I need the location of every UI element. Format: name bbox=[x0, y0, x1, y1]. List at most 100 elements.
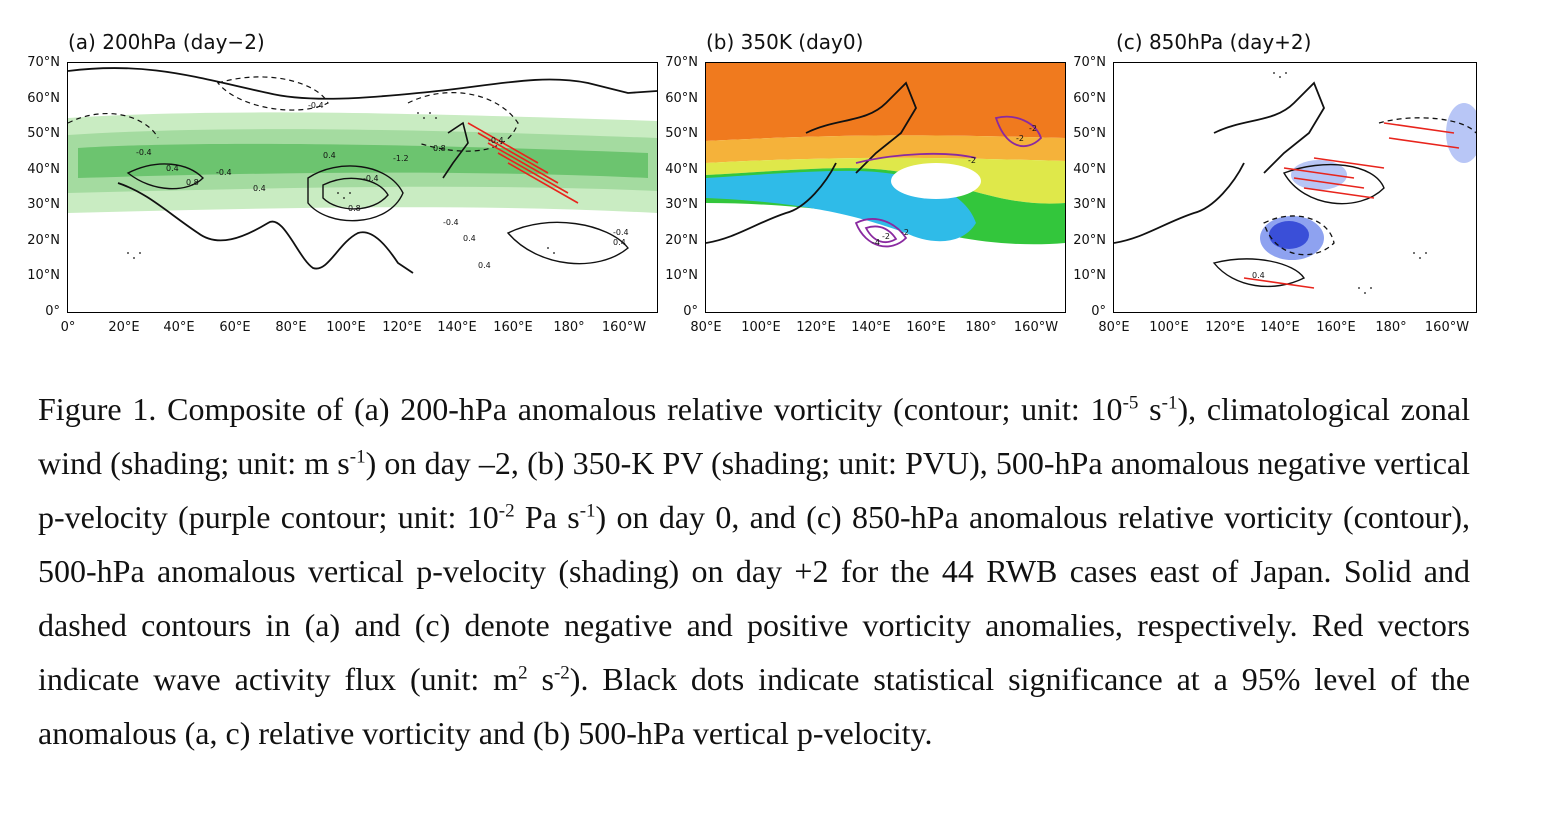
ytick-b-40N: 40°N bbox=[665, 162, 698, 177]
ytick-a-60N: 60°N bbox=[27, 91, 60, 106]
contour-label-a-4: -0.4 bbox=[216, 168, 232, 177]
vort-contour-6 bbox=[68, 113, 159, 139]
contour-label-a-14: 0.4 bbox=[613, 238, 626, 247]
contour-label-a-11: 0.8 bbox=[433, 144, 446, 153]
xtick-a-0: 0° bbox=[60, 320, 76, 335]
contour-label-a-3: -0.4 bbox=[136, 148, 152, 157]
contour-label-a-5: 0.8 bbox=[186, 178, 199, 187]
contour-label-c-1: 0.4 bbox=[1252, 271, 1265, 280]
contour-label-b-3: -2 bbox=[968, 156, 976, 165]
caption-part-1: Figure 1. Composite of (a) 200-hPa anoma… bbox=[38, 391, 1123, 427]
xtick-b-140E: 140°E bbox=[851, 320, 891, 335]
xtick-b-160E: 160°E bbox=[906, 320, 946, 335]
ytick-c-70N: 70°N bbox=[1073, 55, 1106, 70]
xtick-a-120E: 120°E bbox=[382, 320, 422, 335]
contour-label-b-1: -2 bbox=[1029, 124, 1037, 133]
contour-label-b-6: -2 bbox=[882, 232, 890, 241]
caption-sup-3: -1 bbox=[349, 446, 366, 468]
contour-label-b-5: -4 bbox=[872, 238, 880, 247]
omega-contour-b-3 bbox=[855, 152, 977, 164]
ytick-b-30N: 30°N bbox=[665, 197, 698, 212]
wave-flux-vectors-c bbox=[1243, 122, 1460, 289]
vort-contour-5 bbox=[506, 221, 629, 265]
xtick-c-80E: 80°E bbox=[1098, 320, 1130, 335]
significance-dots-a bbox=[127, 112, 555, 259]
panel-c-plot: 0.4 bbox=[1114, 63, 1476, 312]
xtick-a-180: 180° bbox=[553, 320, 585, 335]
caption-sup-5: -1 bbox=[579, 500, 596, 522]
xtick-b-100E: 100°E bbox=[741, 320, 781, 335]
xtick-a-160W: 160°W bbox=[601, 320, 647, 335]
vort-contour-2 bbox=[307, 165, 404, 222]
contour-label-a-8: 0.4 bbox=[323, 151, 336, 160]
panel-b-map: -2 -2 -2 -2 -4 -2 bbox=[705, 62, 1066, 313]
ytick-a-10N: 10°N bbox=[27, 268, 60, 283]
contour-label-a-2: 0.4 bbox=[166, 164, 179, 173]
coastline-japan bbox=[442, 121, 469, 179]
ytick-c-50N: 50°N bbox=[1073, 126, 1106, 141]
panel-c-title: (c) 850hPa (day+2) bbox=[1116, 30, 1312, 54]
contour-label-a-15: -0.4 bbox=[443, 218, 459, 227]
pv-white-core bbox=[891, 163, 981, 199]
ytick-b-60N: 60°N bbox=[665, 91, 698, 106]
contour-label-b-4: -2 bbox=[901, 228, 909, 237]
omega-contour-b-1 bbox=[854, 218, 908, 248]
xtick-a-80E: 80°E bbox=[275, 320, 307, 335]
contour-label-a-1: -0.4 bbox=[308, 101, 324, 110]
vort-contour-7 bbox=[407, 92, 519, 152]
caption-part-2: s bbox=[1138, 391, 1162, 427]
vort-contour-c-1 bbox=[1282, 163, 1385, 205]
ytick-c-0: 0° bbox=[1091, 304, 1106, 319]
vort-contour-3 bbox=[322, 177, 389, 210]
xtick-c-180: 180° bbox=[1375, 320, 1407, 335]
pv-orange bbox=[706, 63, 1065, 141]
coastline-south bbox=[117, 182, 414, 274]
caption-part-6: ) on day 0, and (c) 850-hPa anomalous re… bbox=[38, 499, 1471, 697]
contour-label-a-13: -0.4 bbox=[613, 228, 629, 237]
ytick-a-20N: 20°N bbox=[27, 233, 60, 248]
contour-labels-a: -0.4 0.4 -0.4 -0.4 0.8 0.4 -0.4 0.4 0.8 … bbox=[136, 101, 629, 270]
vort-contour-c-3 bbox=[1212, 258, 1306, 288]
significance-dots-c bbox=[1273, 72, 1427, 294]
ytick-a-30N: 30°N bbox=[27, 197, 60, 212]
ytick-c-30N: 30°N bbox=[1073, 197, 1106, 212]
caption-part-5: Pa s bbox=[514, 499, 580, 535]
contour-label-a-16: 0.4 bbox=[463, 234, 476, 243]
panel-c-map: 0.4 bbox=[1113, 62, 1477, 313]
xtick-b-120E: 120°E bbox=[796, 320, 836, 335]
vort-contour-c-2 bbox=[1263, 215, 1335, 256]
vort-contour-1 bbox=[126, 163, 204, 190]
coastline-north bbox=[68, 67, 657, 100]
contour-label-a-10: -1.2 bbox=[393, 154, 409, 163]
xtick-a-60E: 60°E bbox=[219, 320, 251, 335]
xtick-b-180: 180° bbox=[965, 320, 997, 335]
ytick-b-50N: 50°N bbox=[665, 126, 698, 141]
xtick-c-160E: 160°E bbox=[1316, 320, 1356, 335]
xtick-a-140E: 140°E bbox=[437, 320, 477, 335]
ytick-b-70N: 70°N bbox=[665, 55, 698, 70]
caption-sup-4: -2 bbox=[498, 500, 515, 522]
caption-sup-2: -1 bbox=[1161, 392, 1178, 414]
contour-label-a-7: -0.4 bbox=[363, 174, 379, 183]
omega-shading-c-2 bbox=[1269, 221, 1309, 249]
caption-part-7: s bbox=[527, 661, 554, 697]
ytick-b-20N: 20°N bbox=[665, 233, 698, 248]
coastline-c-japan bbox=[1213, 81, 1326, 174]
ytick-c-20N: 20°N bbox=[1073, 233, 1106, 248]
vort-contour-4 bbox=[216, 76, 329, 111]
vort-contour-c-4 bbox=[1378, 117, 1476, 134]
panel-b-title: (b) 350K (day0) bbox=[706, 30, 864, 54]
xtick-b-80E: 80°E bbox=[690, 320, 722, 335]
caption-sup-7: -2 bbox=[553, 662, 570, 684]
xtick-c-100E: 100°E bbox=[1149, 320, 1189, 335]
pv-light-orange bbox=[706, 135, 1065, 163]
xtick-a-160E: 160°E bbox=[493, 320, 533, 335]
caption-part-3: ), climatological zonal wind (shading; u… bbox=[38, 391, 1471, 481]
ytick-c-40N: 40°N bbox=[1073, 162, 1106, 177]
ytick-b-0: 0° bbox=[683, 304, 698, 319]
xtick-c-120E: 120°E bbox=[1205, 320, 1245, 335]
figure-1: (a) 200hPa (day−2) (b) 350K (day0) (c) 8… bbox=[0, 0, 1561, 350]
contour-label-b-2: -2 bbox=[1016, 134, 1024, 143]
coastline-b-japan bbox=[805, 81, 918, 174]
ytick-a-50N: 50°N bbox=[27, 126, 60, 141]
